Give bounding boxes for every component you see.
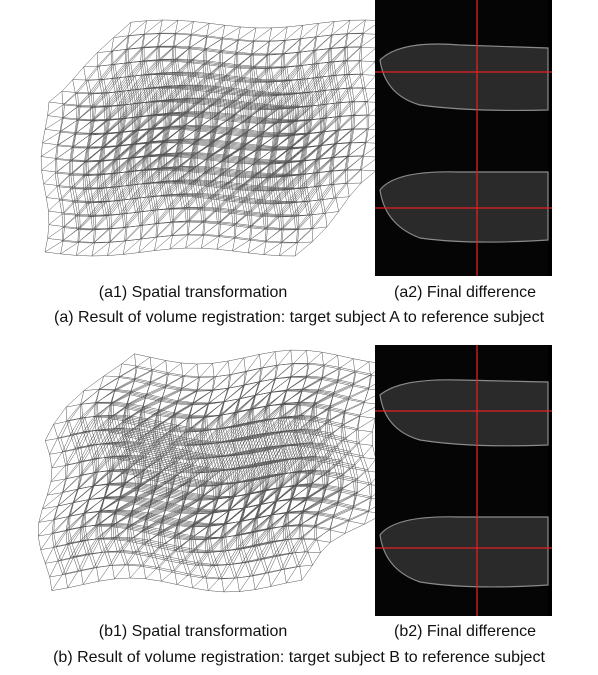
wireframe [38,350,386,592]
subfigure-caption: (b2) Final difference [394,623,536,640]
mesh-a1 [41,20,383,256]
mesh-b1 [38,350,386,592]
subfigure-caption: (a1) Spatial transformation [99,284,288,301]
subfigure-caption: (b1) Spatial transformation [99,623,288,640]
panel-caption: (b) Result of volume registration: targe… [53,649,545,666]
difference-image-a2 [375,0,552,276]
panel-caption: (a) Result of volume registration: targe… [54,309,545,326]
subfigure-caption: (a2) Final difference [394,284,536,301]
figure: (a1) Spatial transformation (a2) Final d… [0,0,598,675]
wireframe [41,20,383,256]
difference-image-b2 [375,345,552,616]
